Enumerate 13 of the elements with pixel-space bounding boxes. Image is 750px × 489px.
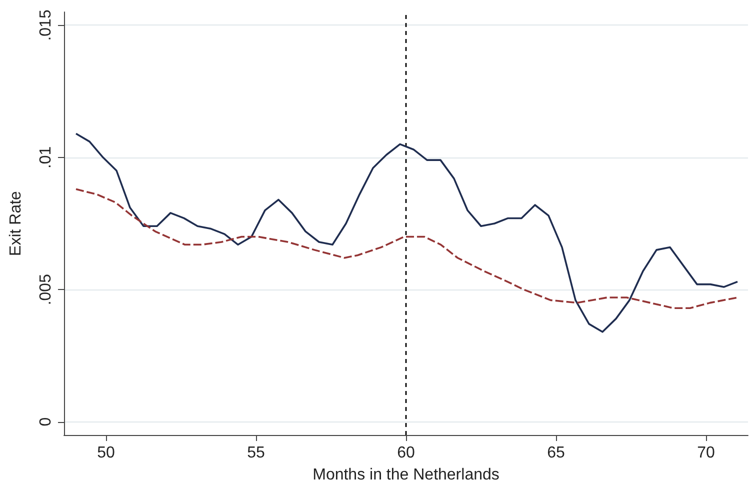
y-axis-title: Exit Rate	[8, 190, 24, 256]
x-axis-title: Months in the Netherlands	[312, 466, 500, 484]
x-tick-label: 55	[247, 444, 265, 462]
x-tick-label: 70	[697, 444, 715, 462]
y-tick-label: .015	[38, 10, 54, 41]
y-tick-label: 0	[38, 417, 54, 426]
x-tick-label: 65	[547, 444, 565, 462]
y-tick-label: .01	[38, 146, 54, 169]
x-tick-label: 50	[97, 444, 115, 462]
line-series	[75, 132, 738, 333]
y-tick-label: .005	[38, 274, 54, 306]
line-series	[75, 188, 738, 309]
x-tick-label: 60	[397, 444, 415, 462]
